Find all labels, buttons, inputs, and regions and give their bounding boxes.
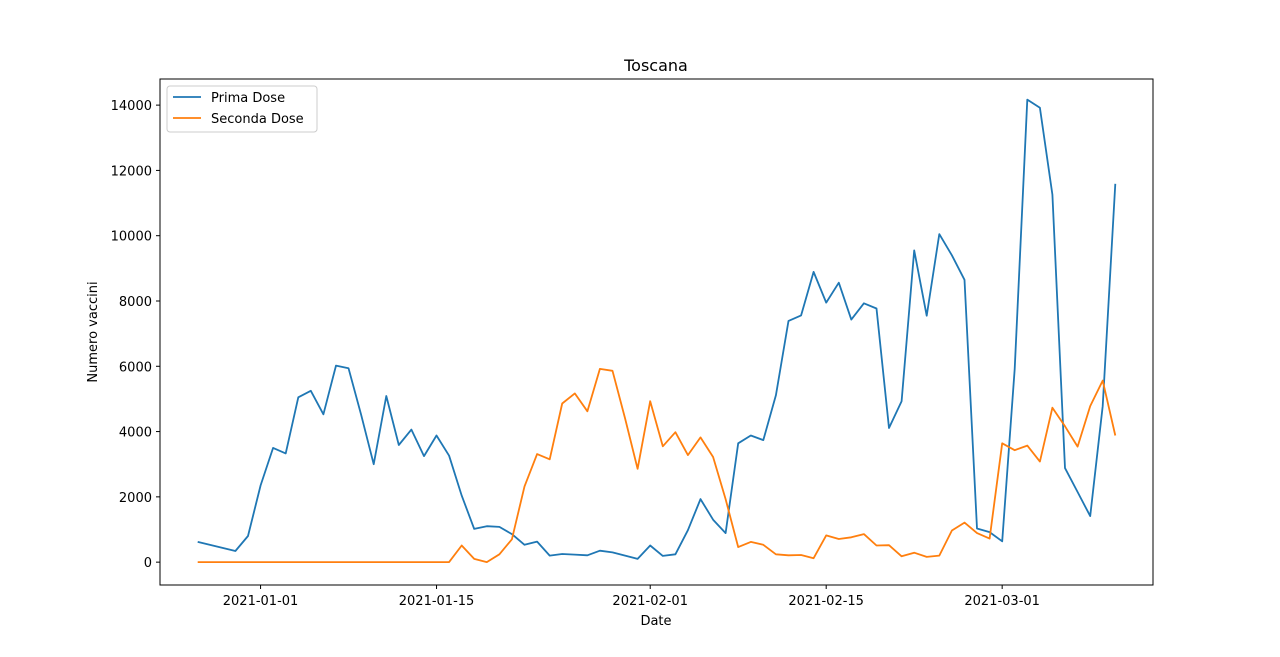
series-line-1 — [197, 368, 1117, 563]
legend-label: Prima Dose — [211, 91, 285, 106]
y-tick-label: 0 — [144, 556, 152, 571]
y-axis-label: Numero vaccini — [86, 281, 101, 382]
plot-frame — [159, 78, 1154, 586]
x-tick-label: 2021-01-15 — [399, 594, 475, 609]
x-tick-label: 2021-02-01 — [612, 594, 688, 609]
y-tick-label: 6000 — [119, 360, 152, 375]
chart-title: Toscana — [623, 56, 688, 75]
y-tick-label: 12000 — [111, 164, 152, 179]
y-tick-label: 2000 — [119, 491, 152, 506]
x-tick-label: 2021-02-15 — [788, 594, 864, 609]
y-tick-label: 8000 — [119, 295, 152, 310]
x-axis-label: Date — [640, 614, 671, 629]
x-tick-label: 2021-01-01 — [223, 594, 299, 609]
axis-ticks: 2021-01-01 2021-01-15 2021-02-01 2021-02-15… — [111, 99, 1040, 609]
legend-box — [166, 85, 318, 133]
legend-label: Seconda Dose — [211, 112, 304, 127]
x-tick-label: 2021-03-01 — [964, 594, 1040, 609]
y-tick-label: 4000 — [119, 426, 152, 441]
y-tick-label: 10000 — [111, 230, 152, 245]
plot-area — [197, 98, 1117, 563]
series-line-0 — [197, 98, 1117, 560]
y-tick-label: 14000 — [111, 99, 152, 114]
legend: Prima Dose Seconda Dose — [166, 85, 318, 133]
